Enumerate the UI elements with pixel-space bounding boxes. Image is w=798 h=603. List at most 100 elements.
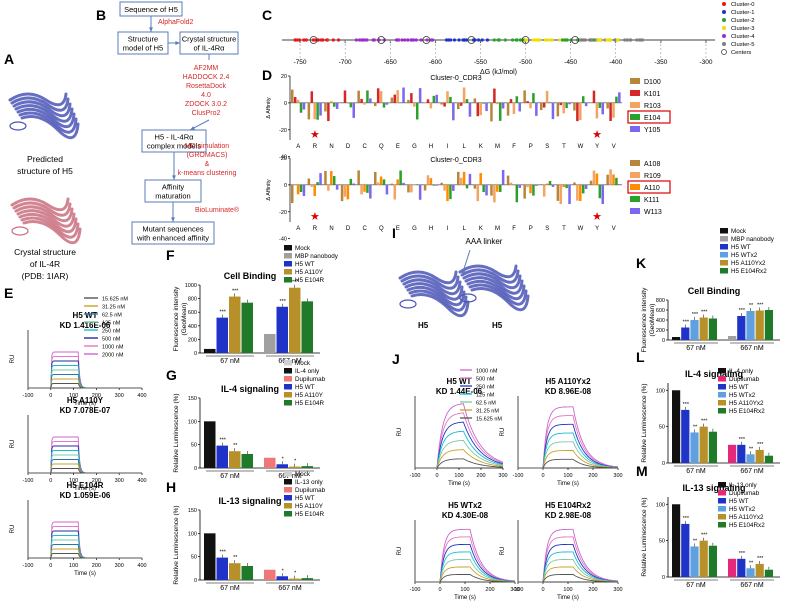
legend-swatch <box>630 114 640 120</box>
predicted-structure-image <box>8 92 80 140</box>
residue-label: D <box>346 226 351 232</box>
affinity-bar <box>299 184 303 193</box>
legend-swatch <box>284 471 292 477</box>
affinity-bar <box>390 183 394 185</box>
affinity-bar <box>601 102 604 115</box>
star-marker: ★ <box>592 211 602 223</box>
bar-value <box>229 451 241 468</box>
dg-point <box>518 38 523 42</box>
affinity-bar <box>319 173 322 185</box>
bar-ytick: 200 <box>656 328 665 334</box>
legend-swatch <box>630 78 640 84</box>
residue-label: D <box>346 144 351 150</box>
sensor-xlabel: Time (s) <box>557 595 579 601</box>
protein-strand <box>20 115 80 140</box>
affinity-bar <box>291 184 294 204</box>
affinity-bar <box>449 96 452 103</box>
affinity-ytick: -20 <box>279 210 287 216</box>
affinity-bar <box>509 182 513 185</box>
bar-control <box>264 333 276 353</box>
arrow-head <box>149 27 153 32</box>
affinity-bar <box>415 102 419 120</box>
affinity-bar <box>363 102 366 105</box>
significance-stars: *** <box>701 419 708 425</box>
sensor-legend-label: 2000 nM <box>102 353 124 359</box>
cluster-center <box>521 36 530 44</box>
affinity-bar <box>302 184 306 197</box>
legend-swatch <box>630 184 640 190</box>
affinity-bar <box>429 178 433 185</box>
residue-label: V <box>612 226 616 232</box>
affinity-bar <box>402 182 405 185</box>
affinity-bar <box>382 179 386 185</box>
affinity-bar <box>429 102 433 109</box>
affinity-ytick: -40 <box>279 237 287 243</box>
dg-point <box>354 38 359 42</box>
dg-point <box>363 38 367 42</box>
group-label: 667 nM <box>278 585 302 592</box>
affinity-bar <box>374 102 377 107</box>
panel-label-L: L <box>636 349 645 365</box>
dg-point <box>510 38 515 42</box>
sensorgram-curve <box>28 450 142 474</box>
affinity-bar <box>542 102 546 108</box>
bar-control <box>672 337 681 340</box>
residue-label: N <box>329 144 333 150</box>
sensorgram-curve <box>415 574 516 583</box>
bar-value <box>241 454 253 468</box>
affinity-bar <box>615 177 618 185</box>
legend-swatch <box>718 490 726 496</box>
dimer-left-image <box>398 270 470 318</box>
residue-label: M <box>495 144 500 150</box>
significance-stars: * <box>294 571 297 577</box>
dg-point <box>304 38 309 42</box>
significance-stars: ** <box>749 560 754 566</box>
residue-label: A <box>296 144 300 150</box>
affinity-bar <box>573 182 576 185</box>
residue-label: Y <box>595 226 599 232</box>
affinity-bar <box>496 102 499 105</box>
dg-point <box>331 38 335 42</box>
bar-value <box>276 306 288 353</box>
affinity-title: Cluster-0_CDR3 <box>430 75 481 82</box>
bar-legend-label: Dupilumab <box>729 490 760 497</box>
bar-title: IL-4 signaling <box>221 384 279 394</box>
residue-label: C <box>363 144 368 150</box>
affinity-bar <box>413 102 416 107</box>
bar-legend-label: H5 A110Yx2 <box>731 260 766 267</box>
arrow-head <box>190 126 195 130</box>
protein-strand <box>462 272 522 290</box>
bar-value <box>690 320 699 340</box>
legend-swatch <box>284 503 292 509</box>
sensor-title: H5 WTx2 <box>448 501 482 510</box>
protein-strand <box>406 285 466 307</box>
sensor-legend-label: 125 nM <box>476 393 495 399</box>
affinity-ytick: 20 <box>281 74 287 80</box>
legend-swatch <box>284 253 292 259</box>
affinity-bar <box>343 90 347 103</box>
protein-strand <box>18 212 78 234</box>
protein-strand <box>470 287 530 312</box>
legend-swatch <box>630 90 640 96</box>
residue-label: R <box>313 144 318 150</box>
arrow-head <box>171 217 175 222</box>
sensor-xlabel: Time (s) <box>74 571 96 577</box>
bar-value <box>755 449 764 463</box>
residue-label: N <box>329 226 333 232</box>
bar-value <box>708 431 717 463</box>
residue-label: H <box>429 226 433 232</box>
bar-ylabel: Relative Luminescence (%) <box>173 505 180 584</box>
sensor-title: H5 A110Yx2 <box>545 377 591 386</box>
sensor-title: H5 A110Y <box>67 396 104 405</box>
affinity-bar <box>299 102 303 113</box>
cluster-center <box>309 36 318 44</box>
residue-label: E <box>396 226 400 232</box>
sensorgram-curve <box>28 356 142 389</box>
affinity-bar <box>518 184 521 188</box>
cluster-center <box>571 36 580 44</box>
md-label: (GROMACS) <box>187 152 228 159</box>
legend-swatch <box>284 392 292 398</box>
dg-point <box>545 38 549 42</box>
legend-swatch <box>718 400 726 406</box>
bar-value <box>301 301 313 353</box>
